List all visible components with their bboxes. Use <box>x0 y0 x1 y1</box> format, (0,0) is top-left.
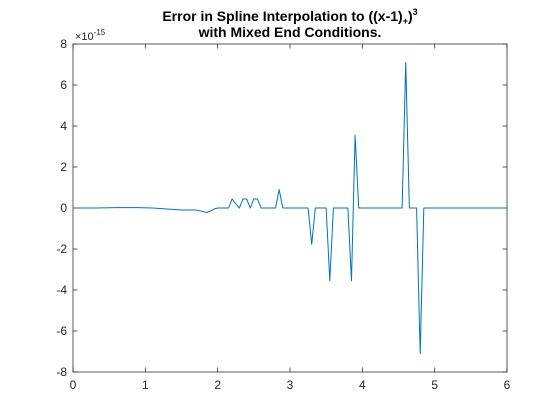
title-subscript: + <box>403 16 408 26</box>
y-tick-label: 6 <box>60 78 67 92</box>
x-tick-label: 0 <box>70 378 77 392</box>
y-exponent-base: ×10 <box>75 31 94 43</box>
chart-title-line-2: with Mixed End Conditions. <box>198 24 382 40</box>
y-axis-exponent-label: ×10-15 <box>75 28 106 43</box>
title-superscript: 3 <box>413 7 418 17</box>
y-tick-label: 8 <box>60 37 67 51</box>
y-tick-label: 0 <box>60 201 67 215</box>
series-line-0 <box>73 61 507 355</box>
chart-title-line-1: Error in Spline Interpolation to ((x-1)+… <box>162 7 417 26</box>
y-exponent-power: -15 <box>94 28 106 37</box>
y-tick-label: -2 <box>56 242 67 256</box>
y-tick-label: 2 <box>60 160 67 174</box>
y-tick-label: -6 <box>56 324 67 338</box>
x-tick-label: 3 <box>287 378 294 392</box>
title-close-paren: ) <box>408 8 413 24</box>
y-tick-label: 4 <box>60 119 67 133</box>
x-tick-label: 6 <box>504 378 511 392</box>
axis-ticks: 0 1 2 3 4 5 6 -8 -6 -4 -2 0 2 4 6 8 <box>56 37 510 392</box>
series-group <box>73 61 507 355</box>
x-tick-label: 1 <box>142 378 149 392</box>
title-main-text: Error in Spline Interpolation to ((x-1) <box>162 8 402 24</box>
y-tick-label: -8 <box>56 365 67 379</box>
x-tick-label: 2 <box>214 378 221 392</box>
y-tick-label: -4 <box>56 283 67 297</box>
x-tick-label: 5 <box>431 378 438 392</box>
x-tick-label: 4 <box>359 378 366 392</box>
